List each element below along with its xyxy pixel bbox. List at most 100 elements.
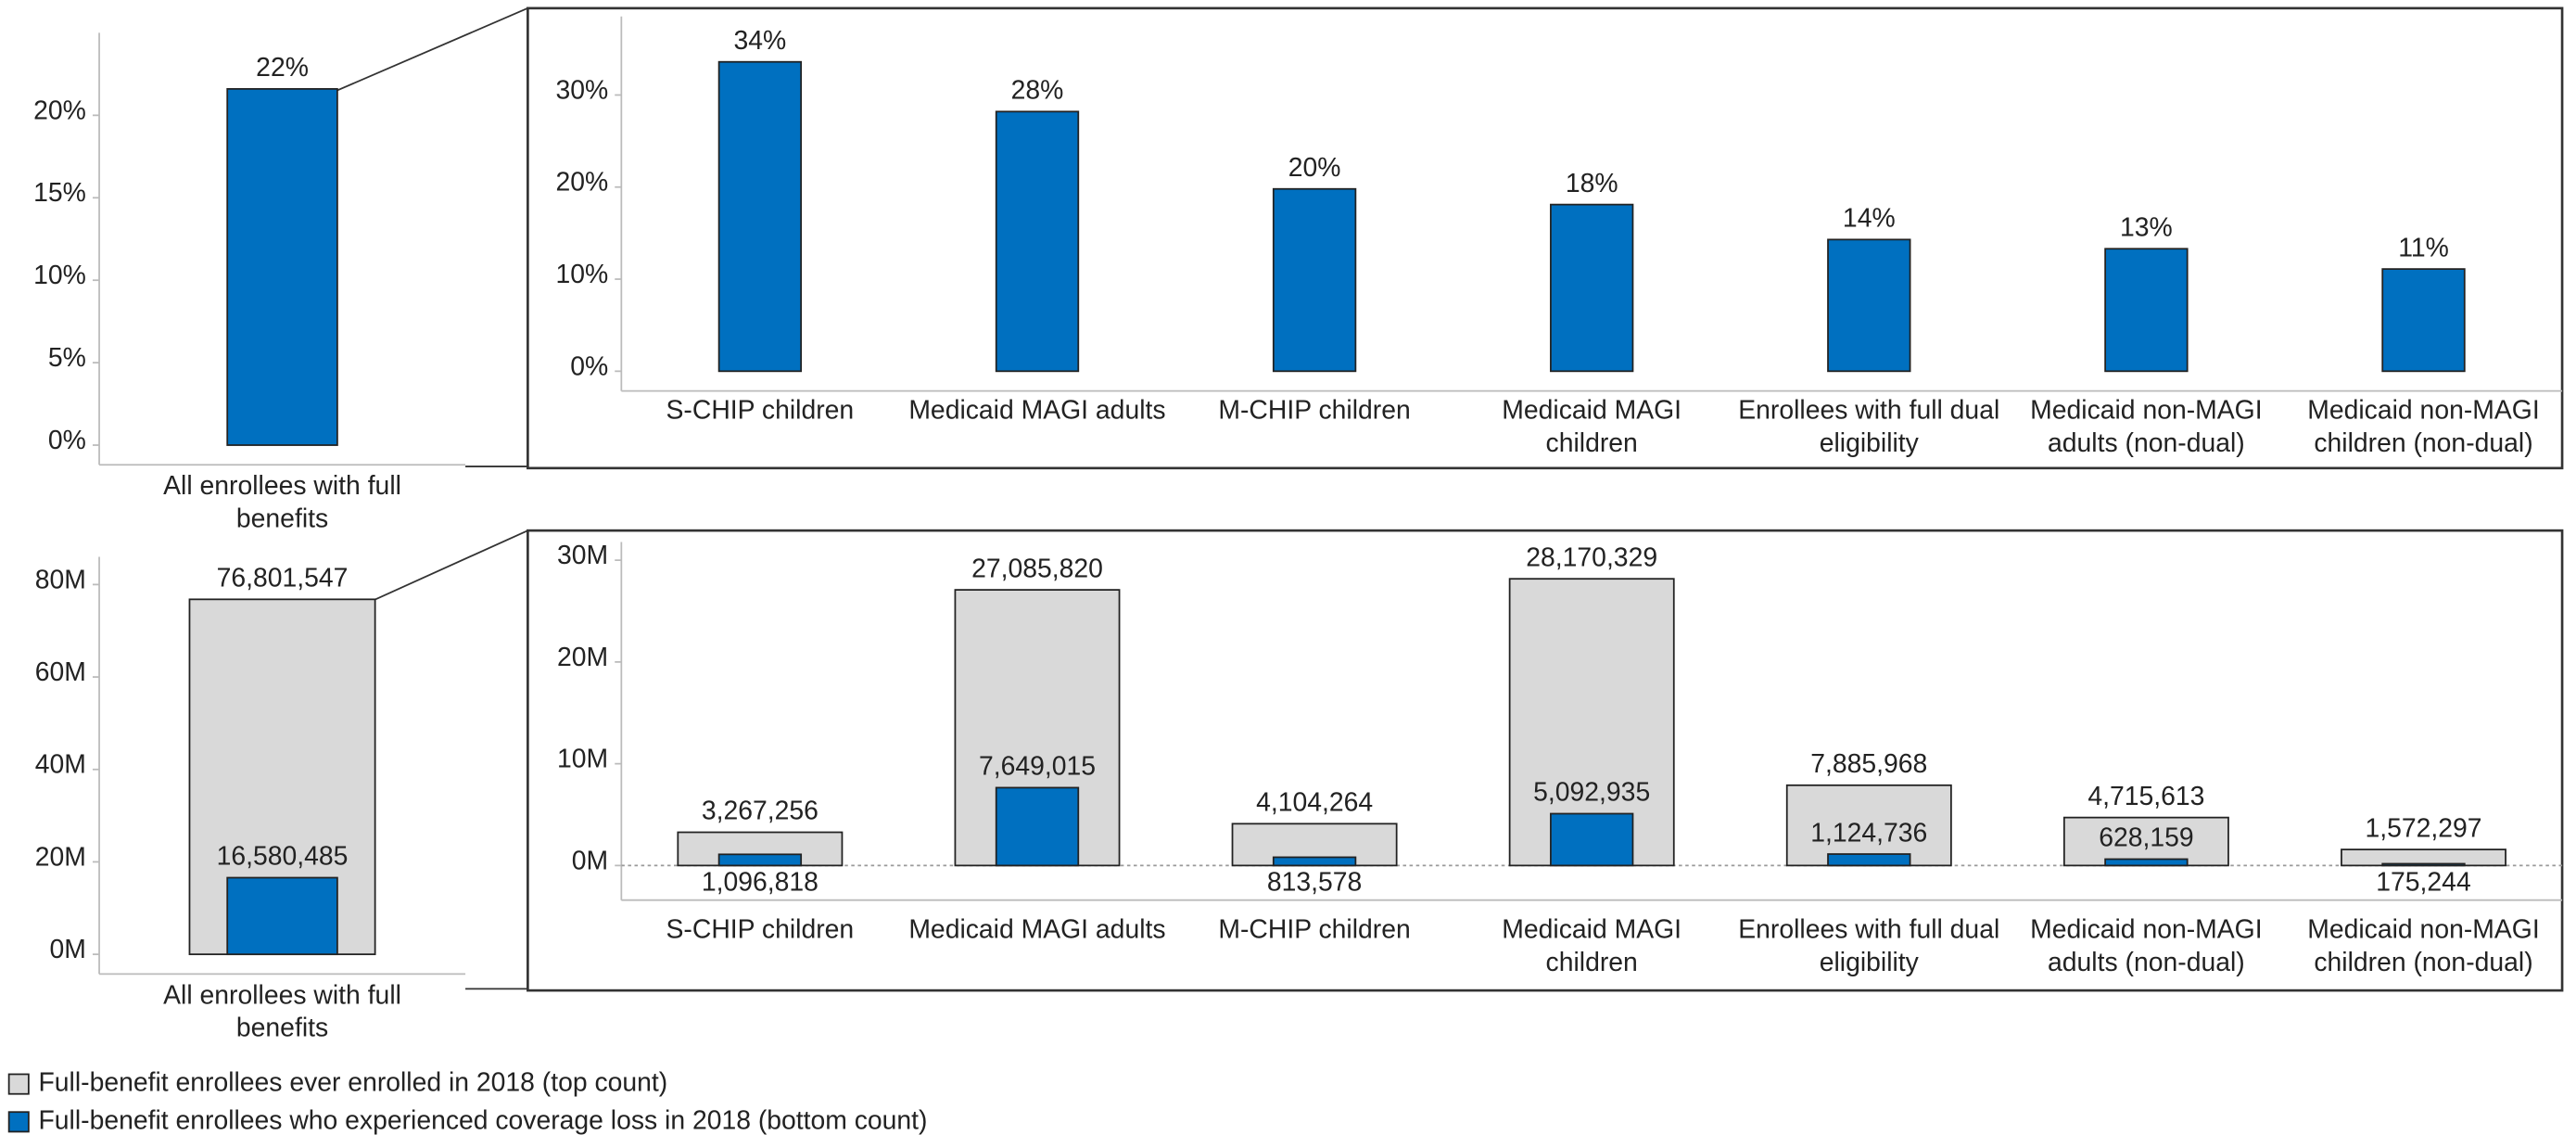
- value-label: 1,124,736: [1810, 818, 1927, 848]
- bar: [226, 88, 338, 446]
- y-tick-label: 0%: [48, 426, 86, 455]
- value-label: 175,244: [2376, 867, 2470, 897]
- x-tick-label: Enrollees with full dual eligibility: [1738, 916, 2000, 977]
- category-label-box: M-CHIP children: [1218, 397, 1411, 426]
- y-tick-label: 20M: [557, 643, 608, 672]
- value-label: 5,092,935: [1533, 778, 1650, 808]
- connector: [336, 7, 528, 92]
- value-label: 4,104,264: [1256, 788, 1373, 818]
- legend-swatch: [7, 1073, 30, 1095]
- x-tick-label: All enrollees with full benefits: [163, 473, 401, 534]
- value-label: 16,580,485: [217, 842, 349, 872]
- value-label: 76,801,547: [217, 564, 349, 593]
- x-tick-label: S-CHIP children: [666, 916, 855, 945]
- y-tick-label: 10M: [557, 745, 608, 774]
- legend-label: Full-benefit enrollees ever enrolled in …: [39, 1068, 668, 1098]
- x-tick-label: Medicaid MAGI children: [1502, 916, 1682, 977]
- value-label: 20%: [1288, 153, 1341, 183]
- bar: [1550, 203, 1634, 373]
- bar-loss: [2104, 858, 2189, 867]
- bar-total: [1785, 784, 1952, 867]
- category-label-box: Medicaid MAGI children: [1502, 916, 1682, 977]
- value-label: 7,885,968: [1810, 749, 1927, 779]
- x-tick-label: Medicaid MAGI adults: [908, 397, 1166, 426]
- y-tick-label: 40M: [35, 750, 86, 780]
- x-tick-label: All enrollees with full benefits: [163, 982, 401, 1043]
- category-label-box: Medicaid non-MAGI children (non-dual): [2307, 397, 2540, 459]
- bar-total: [2062, 816, 2229, 867]
- y-tick-label: 0M: [50, 935, 86, 964]
- bar-loss: [2381, 862, 2466, 867]
- y-tick-label: 0%: [570, 351, 608, 381]
- value-label: 34%: [734, 26, 787, 56]
- bar-loss: [1827, 853, 1911, 867]
- y-tick-label: 80M: [35, 565, 86, 594]
- value-label: 4,715,613: [2087, 782, 2204, 811]
- y-tick-label: 10%: [33, 261, 86, 290]
- value-label: 628,159: [2099, 823, 2193, 853]
- category-label-box: Medicaid MAGI adults: [908, 397, 1166, 426]
- bar: [2381, 268, 2466, 373]
- value-label: 27,085,820: [971, 554, 1103, 583]
- x-tick-label: Medicaid non-MAGI children (non-dual): [2307, 916, 2540, 977]
- category-label-box: M-CHIP children: [1218, 916, 1411, 945]
- category-label-box: Medicaid non-MAGI adults (non-dual): [2030, 397, 2263, 459]
- value-label: 813,578: [1267, 867, 1362, 897]
- bar-loss: [995, 786, 1080, 867]
- bar: [995, 110, 1080, 373]
- value-label: 28,170,329: [1526, 542, 1657, 572]
- category-label-box: S-CHIP children: [666, 397, 855, 426]
- value-label: 14%: [1843, 204, 1896, 234]
- value-label: 1,096,818: [702, 867, 818, 897]
- y-tick-label: 5%: [48, 343, 86, 373]
- value-label: 11%: [2398, 233, 2449, 262]
- x-tick-label: M-CHIP children: [1218, 397, 1411, 426]
- zoom-frame: [527, 6, 2564, 470]
- bar-loss: [1272, 856, 1357, 867]
- value-label: 13%: [2120, 212, 2173, 242]
- connector: [374, 529, 528, 601]
- bar: [2104, 248, 2189, 373]
- category-label-box: Medicaid MAGI children: [1502, 397, 1682, 459]
- y-tick-label: 20%: [33, 96, 86, 125]
- x-tick-label: Medicaid non-MAGI adults (non-dual): [2030, 916, 2263, 977]
- zoom-frame: [527, 529, 2564, 992]
- y-tick-label: 0M: [572, 846, 608, 875]
- value-label: 3,267,256: [702, 797, 818, 826]
- bar-loss: [717, 853, 803, 867]
- x-tick-label: S-CHIP children: [666, 397, 855, 426]
- category-label-box: S-CHIP children: [666, 916, 855, 945]
- y-tick-label: 10%: [555, 260, 608, 289]
- x-tick-label: Enrollees with full dual eligibility: [1738, 397, 2000, 459]
- y-tick-label: 30%: [555, 75, 608, 105]
- x-tick-label: Medicaid non-MAGI children (non-dual): [2307, 397, 2540, 459]
- category-label-box: All enrollees with full benefits: [163, 473, 401, 534]
- bar: [717, 60, 803, 373]
- bar-loss: [1550, 812, 1634, 867]
- bar-loss: [226, 876, 338, 956]
- x-tick-label: Medicaid MAGI adults: [908, 916, 1166, 945]
- y-tick-label: 20M: [35, 842, 86, 872]
- value-label: 18%: [1566, 169, 1618, 198]
- category-label-box: Medicaid non-MAGI children (non-dual): [2307, 916, 2540, 977]
- x-tick-label: M-CHIP children: [1218, 916, 1411, 945]
- category-label-box: All enrollees with full benefits: [163, 982, 401, 1043]
- category-label-box: Medicaid non-MAGI adults (non-dual): [2030, 916, 2263, 977]
- y-tick-label: 20%: [555, 168, 608, 198]
- category-label-box: Enrollees with full dual eligibility: [1738, 397, 2000, 459]
- x-tick-label: Medicaid non-MAGI adults (non-dual): [2030, 397, 2263, 459]
- value-label: 22%: [256, 53, 309, 83]
- legend-label: Full-benefit enrollees who experienced c…: [39, 1105, 928, 1135]
- category-label-box: Medicaid MAGI adults: [908, 916, 1166, 945]
- bar: [1272, 187, 1357, 373]
- value-label: 7,649,015: [979, 752, 1096, 782]
- value-label: 28%: [1011, 76, 1064, 106]
- x-tick-label: Medicaid MAGI children: [1502, 397, 1682, 459]
- legend-swatch: [7, 1111, 30, 1133]
- category-label-box: Enrollees with full dual eligibility: [1738, 916, 2000, 977]
- value-label: 1,572,297: [2365, 813, 2481, 843]
- y-tick-label: 15%: [33, 178, 86, 208]
- bar: [1827, 238, 1911, 373]
